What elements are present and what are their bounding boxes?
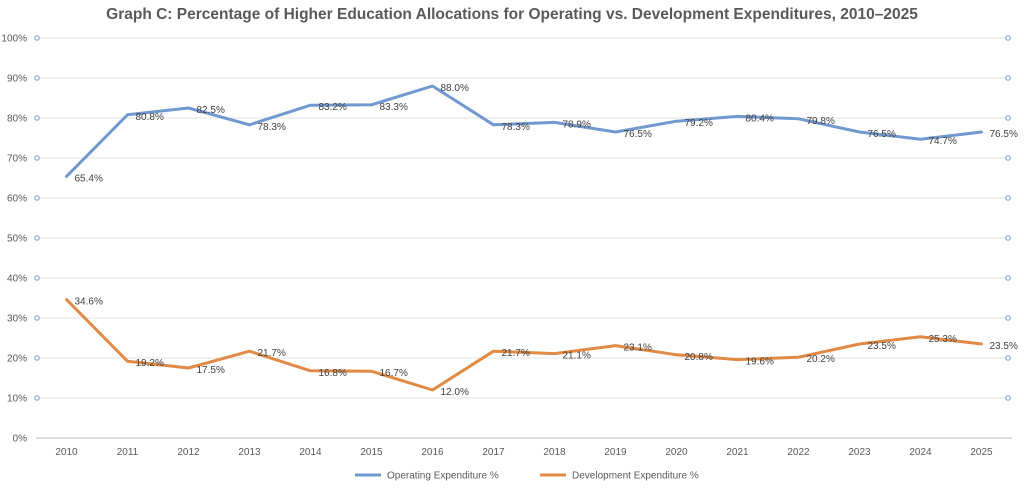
data-label: 16.8% <box>319 368 347 379</box>
y-tick-label: 60% <box>7 194 27 205</box>
x-tick-label: 2025 <box>970 447 993 458</box>
axis-marker-left <box>34 75 40 81</box>
data-label: 19.2% <box>136 358 164 369</box>
y-axis-ticks: 0% 10% 20% 30% 40% 50% 60% 70% 80% 90% 100% <box>1 34 27 445</box>
x-tick-label: 2020 <box>665 447 688 458</box>
x-tick-label: 2021 <box>726 447 749 458</box>
data-label: 23.1% <box>624 343 652 354</box>
axis-marker-right <box>1005 115 1011 121</box>
data-label: 21.7% <box>258 348 286 359</box>
data-label: 16.7% <box>380 368 408 379</box>
data-label: 21.1% <box>563 351 591 362</box>
data-label: 83.3% <box>380 102 408 113</box>
axis-marker-left <box>34 395 40 401</box>
data-label: 23.5% <box>868 341 896 352</box>
operating-expenditure-line <box>65 84 983 178</box>
axis-marker-right <box>1005 195 1011 201</box>
data-label: 78.9% <box>563 119 591 130</box>
data-label: 79.2% <box>685 118 713 129</box>
development-expenditure-line <box>65 298 983 392</box>
y-tick-label: 20% <box>7 354 27 365</box>
right-axis-markers <box>34 35 1011 401</box>
data-label: 83.2% <box>319 102 347 113</box>
data-label: 74.7% <box>929 136 957 147</box>
data-label: 76.5% <box>990 129 1018 140</box>
x-tick-label: 2012 <box>177 447 200 458</box>
y-tick-label: 90% <box>7 74 27 85</box>
data-label: 17.5% <box>197 365 225 376</box>
axis-marker-right <box>1005 395 1011 401</box>
legend: Operating Expenditure % Development Expen… <box>355 471 699 482</box>
y-tick-label: 10% <box>7 394 27 405</box>
x-tick-label: 2014 <box>299 447 322 458</box>
data-label: 20.2% <box>807 354 835 365</box>
axis-marker-right <box>1005 275 1011 281</box>
axis-marker-right <box>1005 155 1011 161</box>
data-label: 19.6% <box>746 357 774 368</box>
y-tick-label: 40% <box>7 274 27 285</box>
data-label: 23.5% <box>990 341 1018 352</box>
data-label: 78.3% <box>502 122 530 133</box>
data-label: 34.6% <box>75 297 103 308</box>
y-tick-label: 70% <box>7 154 27 165</box>
data-label: 76.5% <box>868 129 896 140</box>
y-tick-label: 80% <box>7 114 27 125</box>
axis-marker-left <box>34 235 40 241</box>
data-label: 65.4% <box>75 173 103 184</box>
axis-marker-left <box>34 115 40 121</box>
gridlines <box>36 37 1012 439</box>
data-label: 88.0% <box>441 83 469 94</box>
series-lines <box>65 84 983 392</box>
y-tick-label: 100% <box>1 34 27 45</box>
axis-marker-left <box>34 275 40 281</box>
data-label: 21.7% <box>502 348 530 359</box>
x-tick-label: 2022 <box>787 447 810 458</box>
x-tick-label: 2010 <box>55 447 78 458</box>
x-tick-label: 2017 <box>482 447 505 458</box>
data-label: 12.0% <box>441 387 469 398</box>
axis-marker-right <box>1005 355 1011 361</box>
data-label: 25.3% <box>929 334 957 345</box>
legend-label: Operating Expenditure % <box>387 471 499 482</box>
axis-marker-left <box>34 315 40 321</box>
legend-label: Development Expenditure % <box>572 471 699 482</box>
x-axis-ticks: 2010 2011 2012 2013 2014 2015 2016 2017 2018 2019… <box>55 447 993 458</box>
x-tick-label: 2019 <box>604 447 627 458</box>
axis-marker-left <box>34 35 40 41</box>
data-label: 76.5% <box>624 129 652 140</box>
data-label: 79.8% <box>807 116 835 127</box>
axis-marker-right <box>1005 235 1011 241</box>
axis-marker-right <box>1005 75 1011 81</box>
data-label: 20.8% <box>685 352 713 363</box>
x-tick-label: 2023 <box>848 447 871 458</box>
data-label: 80.4% <box>746 113 774 124</box>
data-label: 82.5% <box>197 105 225 116</box>
data-label: 78.3% <box>258 122 286 133</box>
axis-marker-left <box>34 355 40 361</box>
x-tick-label: 2016 <box>421 447 444 458</box>
x-tick-label: 2013 <box>238 447 261 458</box>
x-tick-label: 2024 <box>909 447 932 458</box>
x-tick-label: 2018 <box>543 447 566 458</box>
axis-marker-right <box>1005 35 1011 41</box>
y-tick-label: 0% <box>13 434 28 445</box>
data-labels: 65.4% 80.8% 82.5% 78.3% 83.2% 83.3% 88.0% 78.3%… <box>75 83 1018 398</box>
y-tick-label: 30% <box>7 314 27 325</box>
axis-marker-right <box>1005 315 1011 321</box>
x-tick-label: 2015 <box>360 447 383 458</box>
data-label: 80.8% <box>136 112 164 123</box>
chart-title: Graph C: Percentage of Higher Education … <box>106 6 918 23</box>
axis-marker-left <box>34 195 40 201</box>
axis-marker-left <box>34 155 40 161</box>
x-tick-label: 2011 <box>117 447 139 458</box>
y-tick-label: 50% <box>7 234 27 245</box>
